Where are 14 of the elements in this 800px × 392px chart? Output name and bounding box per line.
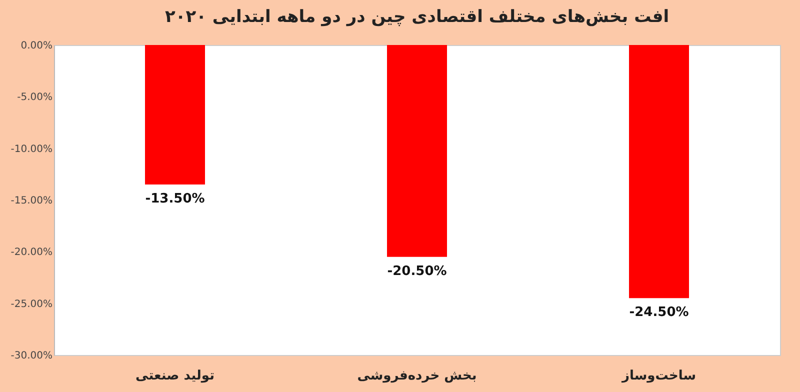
y-tick-label: -15.00% — [10, 196, 52, 206]
y-tick-label: -30.00% — [10, 350, 52, 362]
data-label: -20.50% — [387, 264, 447, 279]
chart-title: افت بخش‌های مختلف اقتصادی چین در دو ماهه ابتدایی ۲۰۲۰ — [164, 7, 670, 27]
data-label: -24.50% — [629, 305, 689, 320]
x-tick-label: تولید صنعتی — [136, 368, 214, 384]
y-tick-label: -10.00% — [10, 144, 52, 155]
y-tick-label: -20.00% — [10, 247, 52, 258]
y-tick-label: 0.00% — [20, 40, 52, 52]
x-tick-label: ساخت‌وساز — [620, 368, 696, 384]
x-tick-label: بخش خرده‌فروشی — [357, 368, 477, 384]
y-tick-label: -25.00% — [10, 298, 52, 310]
data-label: -13.50% — [145, 192, 205, 206]
y-tick-label: -5.00% — [17, 92, 52, 104]
